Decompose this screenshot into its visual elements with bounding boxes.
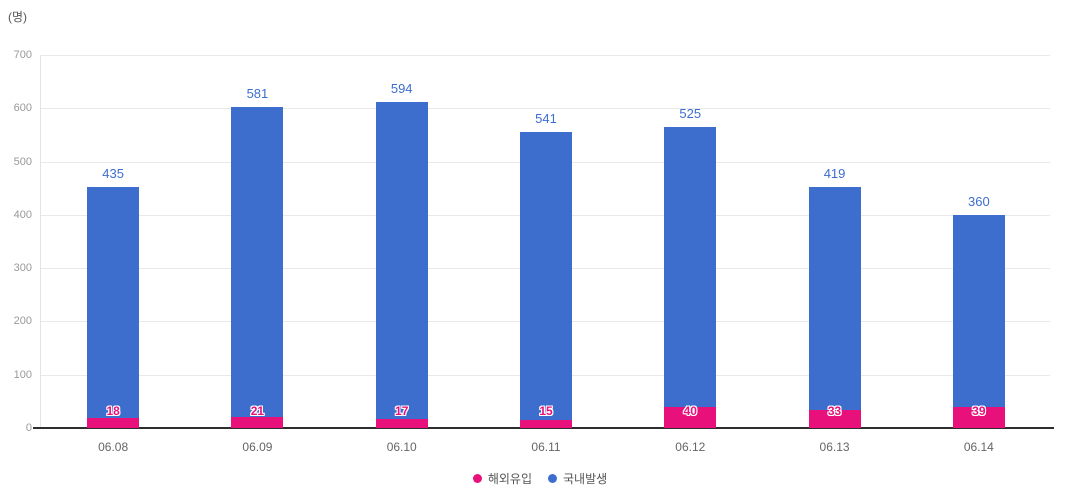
bar-segment-domestic bbox=[375, 102, 428, 419]
bar-value-label-domestic: 541 bbox=[535, 110, 557, 126]
bar-value-label-domestic: 419 bbox=[823, 166, 846, 182]
x-axis-category-label: 06.09 bbox=[242, 440, 273, 454]
bar-segment-domestic bbox=[231, 107, 284, 417]
bar-segment-overseas bbox=[375, 418, 428, 428]
bar-segment-domestic bbox=[952, 215, 1005, 408]
bar-value-label-domestic: 594 bbox=[390, 81, 413, 97]
x-axis-category-label: 06.11 bbox=[531, 440, 561, 454]
bar-segment-overseas bbox=[87, 418, 140, 428]
x-axis-category-label: 06.10 bbox=[386, 440, 417, 454]
bar-value-label-overseas: 40 bbox=[683, 404, 697, 418]
bar-value-label-overseas: 15 bbox=[539, 404, 553, 418]
bar-segment-overseas bbox=[952, 407, 1005, 428]
bar-segment-domestic bbox=[520, 131, 572, 421]
y-axis-tick-label: 200 bbox=[13, 315, 32, 328]
bar-value-label-overseas: 18 bbox=[106, 404, 120, 418]
legend-item: 해외유입 bbox=[472, 470, 532, 487]
bar-segment-domestic bbox=[87, 186, 140, 419]
legend-label: 국내발생 bbox=[563, 472, 608, 486]
y-axis-tick-label: 700 bbox=[13, 49, 32, 61]
legend-item: 국내발생 bbox=[548, 470, 607, 487]
x-axis-category-label: 06.14 bbox=[963, 440, 994, 454]
legend-label: 해외유입 bbox=[487, 472, 532, 486]
plot-area: 435 18 06.08 581 21 06.09 594 17 06.10 541 15 06.11… bbox=[33, 55, 1054, 454]
bar-value-label-domestic: 435 bbox=[102, 165, 124, 181]
bar-value-label-overseas: 39 bbox=[972, 404, 986, 418]
bar-value-label-domestic: 525 bbox=[679, 105, 702, 121]
bar-segment-overseas bbox=[664, 406, 717, 428]
y-axis-tick-label: 400 bbox=[13, 208, 32, 221]
bar-segment-overseas bbox=[231, 416, 284, 428]
bar-segment-overseas bbox=[520, 420, 572, 428]
x-axis-category-label: 06.12 bbox=[675, 440, 706, 454]
bar-value-label-overseas: 21 bbox=[250, 404, 265, 418]
y-axis-tick-label: 0 bbox=[25, 422, 32, 434]
y-axis-tick-label: 100 bbox=[13, 368, 32, 381]
bar-segment-domestic bbox=[808, 187, 861, 411]
legend-color-dot bbox=[472, 474, 482, 483]
bar-value-label-domestic: 360 bbox=[967, 194, 990, 210]
bar-value-label-domestic: 581 bbox=[246, 86, 269, 102]
gridline bbox=[41, 108, 1050, 110]
y-axis-tick-label: 300 bbox=[13, 262, 32, 275]
x-axis-category-label: 06.13 bbox=[819, 440, 850, 454]
legend: 해외유입 국내발생 bbox=[0, 470, 1080, 487]
bar-segment-domestic bbox=[664, 126, 717, 407]
x-axis-line bbox=[33, 427, 1054, 429]
bar-segment-overseas bbox=[808, 410, 861, 428]
legend-color-dot bbox=[548, 474, 557, 483]
y-axis-unit-label: (명) bbox=[8, 10, 28, 24]
y-axis-tick-label: 500 bbox=[13, 155, 32, 168]
bar-value-label-overseas: 17 bbox=[395, 404, 409, 418]
gridline bbox=[41, 55, 1050, 56]
bar-value-label-overseas: 33 bbox=[827, 404, 842, 418]
y-axis-tick-label: 600 bbox=[13, 102, 32, 115]
x-axis-category-label: 06.08 bbox=[98, 440, 129, 454]
